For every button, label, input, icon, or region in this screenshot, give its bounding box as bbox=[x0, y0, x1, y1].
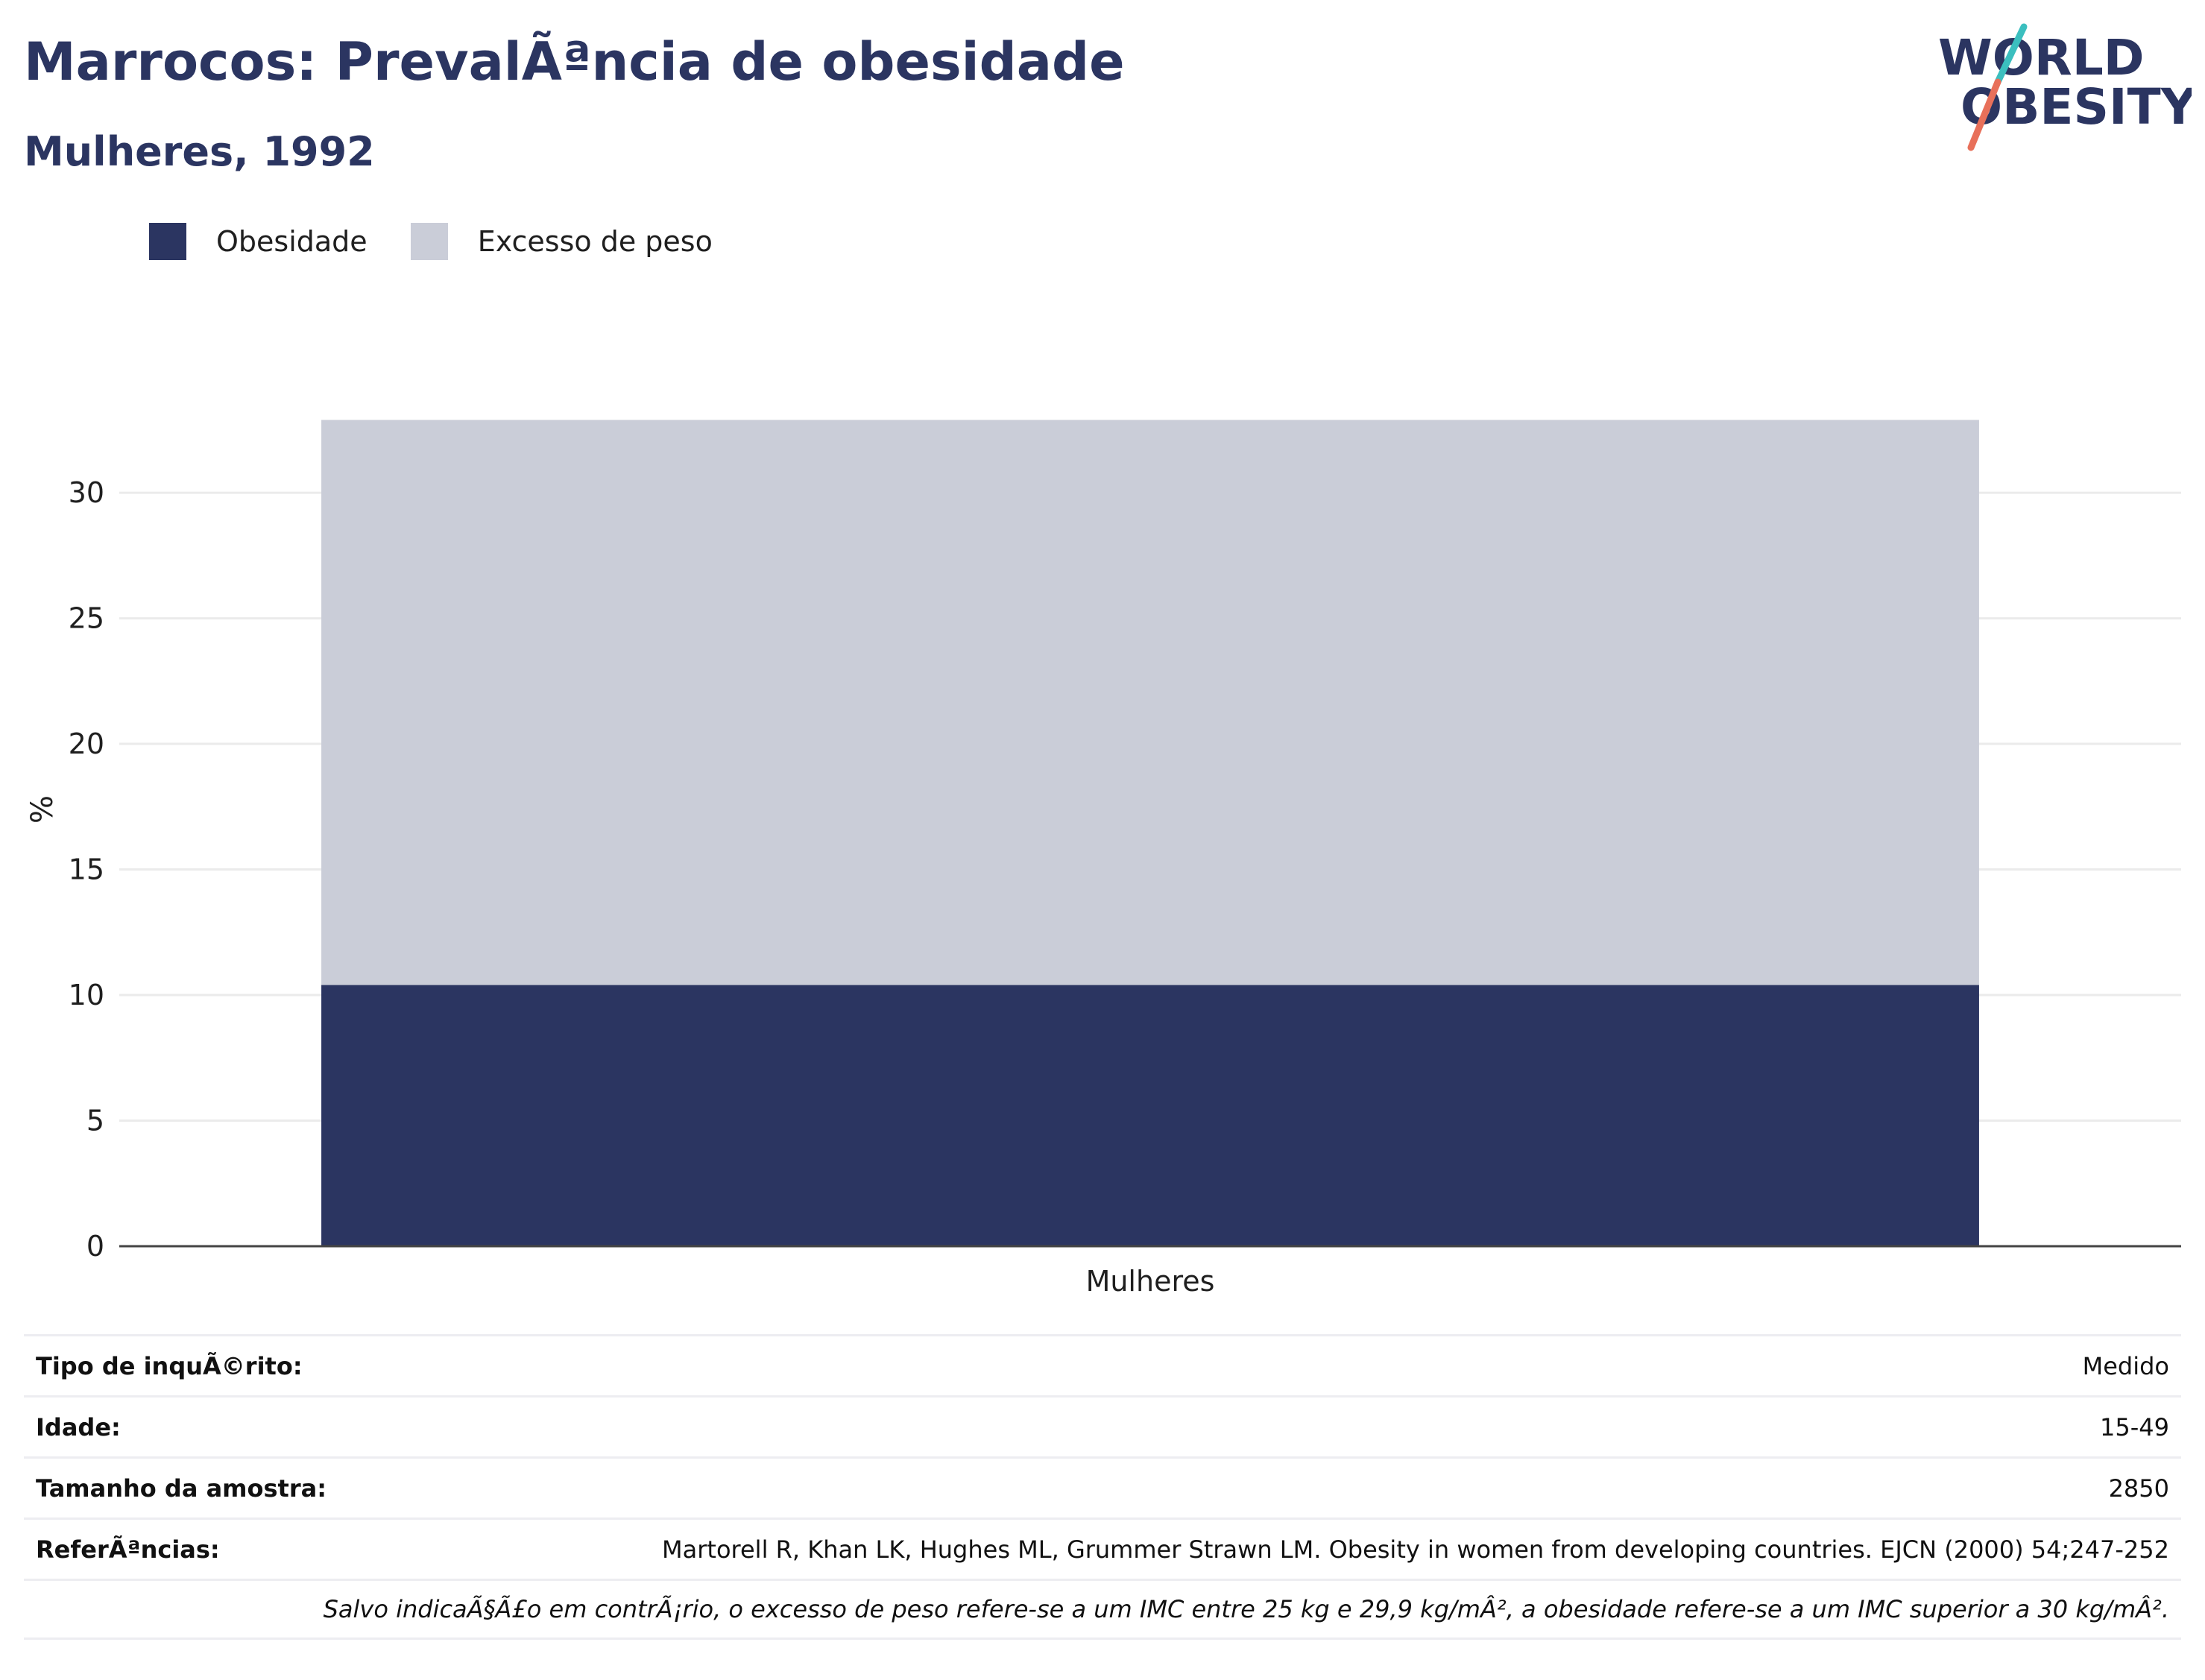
y-tick-label: 0 bbox=[86, 1230, 104, 1263]
legend-swatch-excesso-de-peso bbox=[410, 223, 448, 260]
info-row-references: ReferÃªncias: Martorell R, Khan LK, Hugh… bbox=[24, 1518, 2181, 1579]
info-row-footnote: Salvo indicaÃ§Ã£o em contrÃ¡rio, o exces… bbox=[24, 1579, 2181, 1640]
bar-segment-excesso-de-peso[interactable] bbox=[321, 420, 1979, 985]
info-label: Idade: bbox=[36, 1412, 121, 1441]
info-value: Martorell R, Khan LK, Hughes ML, Grummer… bbox=[662, 1535, 2169, 1564]
info-label: Tipo de inquÃ©rito: bbox=[36, 1351, 303, 1380]
bar-segment-obesidade[interactable] bbox=[321, 985, 1979, 1246]
y-axis-title: % bbox=[25, 795, 60, 824]
info-value: Medido bbox=[2082, 1351, 2169, 1380]
legend-swatch-obesidade bbox=[149, 223, 186, 260]
logo-stripe-bottom bbox=[1967, 78, 2001, 151]
axes: 0 5 10 15 20 25 30 Mulheres% bbox=[25, 476, 2181, 1298]
y-tick-label: 25 bbox=[69, 602, 104, 635]
x-tick-label: Mulheres bbox=[1086, 1265, 1215, 1298]
y-tick-label: 15 bbox=[69, 853, 104, 886]
y-tick-label: 5 bbox=[86, 1105, 104, 1137]
stacked-bar-chart: 0 5 10 15 20 25 30 Mulheres% bbox=[25, 420, 2181, 1298]
chart-title: Marrocos: PrevalÃªncia de obesidade bbox=[24, 31, 1125, 92]
info-value: 15-49 bbox=[2100, 1412, 2169, 1441]
info-label: ReferÃªncias: bbox=[36, 1535, 220, 1564]
bars bbox=[321, 420, 1979, 1246]
chart-legend: Obesidade Excesso de peso bbox=[149, 222, 756, 261]
chart-subtitle: Mulheres, 1992 bbox=[24, 128, 375, 175]
info-row-age: Idade: 15-49 bbox=[24, 1395, 2181, 1456]
legend-item-excesso-de-peso[interactable]: Excesso de peso bbox=[410, 223, 713, 260]
survey-info-table: Tipo de inquÃ©rito: Medido Idade: 15-49 … bbox=[24, 1334, 2181, 1640]
info-label: Tamanho da amostra: bbox=[36, 1474, 327, 1503]
logo-line-1: WORLD bbox=[1938, 29, 2145, 86]
legend-label-excesso-de-peso: Excesso de peso bbox=[477, 225, 713, 258]
y-tick-label: 20 bbox=[69, 727, 104, 760]
footnote: Salvo indicaÃ§Ã£o em contrÃ¡rio, o exces… bbox=[323, 1595, 2169, 1623]
info-row-survey-type: Tipo de inquÃ©rito: Medido bbox=[24, 1334, 2181, 1395]
info-row-sample-size: Tamanho da amostra: 2850 bbox=[24, 1456, 2181, 1518]
y-tick-label: 30 bbox=[69, 476, 104, 509]
logo-line-2: OBESITY bbox=[1960, 78, 2192, 136]
y-tick-label: 10 bbox=[69, 979, 104, 1011]
legend-item-obesidade[interactable]: Obesidade bbox=[149, 223, 368, 260]
world-obesity-logo: WORLD OBESITY bbox=[1938, 23, 2192, 151]
logo-stripe-top bbox=[1994, 23, 2028, 86]
legend-label-obesidade: Obesidade bbox=[216, 225, 368, 258]
info-value: 2850 bbox=[2108, 1474, 2169, 1503]
